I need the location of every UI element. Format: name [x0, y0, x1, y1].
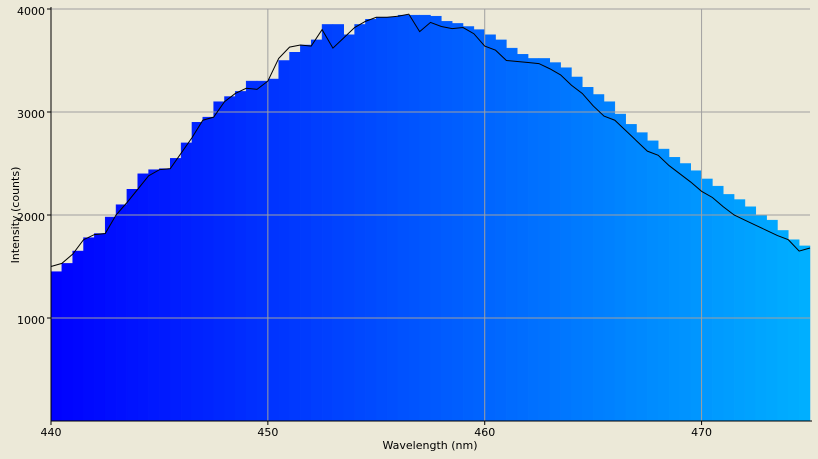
bar: [614, 113, 626, 422]
y-tick-label: 1000: [17, 314, 45, 327]
bar: [744, 206, 757, 422]
bar: [592, 94, 605, 422]
bar: [679, 163, 691, 422]
x-tick-label: 450: [257, 426, 278, 439]
bar: [278, 60, 290, 422]
bar: [430, 15, 442, 422]
bar: [571, 76, 583, 422]
bar: [137, 173, 149, 422]
bar: [733, 199, 746, 422]
y-tick-label: 4000: [17, 5, 45, 18]
bar: [148, 169, 160, 422]
bar: [788, 239, 800, 422]
bar: [582, 87, 594, 422]
bar: [115, 204, 128, 422]
bar: [798, 245, 811, 422]
y-tick-label: 2000: [17, 211, 45, 224]
bar: [777, 230, 789, 422]
bar: [419, 14, 431, 422]
bar: [310, 39, 323, 422]
bar: [159, 168, 171, 422]
bar: [224, 96, 236, 422]
bar: [603, 101, 616, 422]
bar: [50, 271, 63, 422]
y-tick-label: 3000: [17, 108, 45, 121]
bar: [321, 24, 334, 422]
x-tick-label: 440: [41, 426, 62, 439]
bar: [766, 219, 778, 422]
bar: [332, 24, 345, 422]
spectrum-line: [50, 13, 811, 267]
bar: [495, 39, 507, 422]
bar: [723, 194, 735, 422]
bar: [300, 44, 312, 422]
bar: [560, 67, 572, 422]
bar: [549, 62, 561, 422]
bar: [527, 58, 540, 422]
bar: [126, 189, 138, 422]
bar: [451, 23, 464, 422]
bar: [397, 14, 410, 422]
bar: [625, 124, 637, 422]
bar: [245, 80, 258, 422]
bar: [441, 21, 453, 422]
x-tick-label: 460: [474, 426, 495, 439]
bar: [473, 29, 485, 422]
bar: [104, 216, 117, 422]
bar: [180, 142, 193, 422]
bar: [256, 80, 269, 422]
bar: [343, 34, 355, 422]
bar: [213, 101, 225, 422]
bar: [408, 14, 420, 422]
bar: [94, 233, 106, 422]
bar: [365, 19, 377, 422]
bar: [83, 237, 95, 422]
bar: [72, 250, 84, 422]
bar: [506, 47, 518, 422]
bar: [636, 132, 648, 422]
bar: [61, 263, 73, 422]
bar: [712, 185, 724, 422]
bar: [235, 91, 247, 422]
bar: [354, 24, 366, 422]
bar: [484, 34, 496, 422]
y-axis-label: Intensity (counts): [9, 167, 22, 264]
x-tick-label: 470: [691, 426, 712, 439]
bar: [376, 16, 388, 422]
bar: [690, 170, 702, 422]
bar: [647, 140, 659, 422]
bar: [202, 116, 214, 422]
bar: [191, 122, 204, 422]
bar: [668, 157, 681, 422]
bar: [538, 58, 551, 422]
bar: [267, 78, 279, 422]
x-axis-label: Wavelength (nm): [382, 439, 477, 452]
bar: [170, 158, 182, 422]
bar: [289, 52, 301, 422]
bar: [386, 16, 399, 422]
bar: [462, 26, 475, 422]
bar: [516, 54, 529, 422]
bar: [657, 148, 670, 422]
